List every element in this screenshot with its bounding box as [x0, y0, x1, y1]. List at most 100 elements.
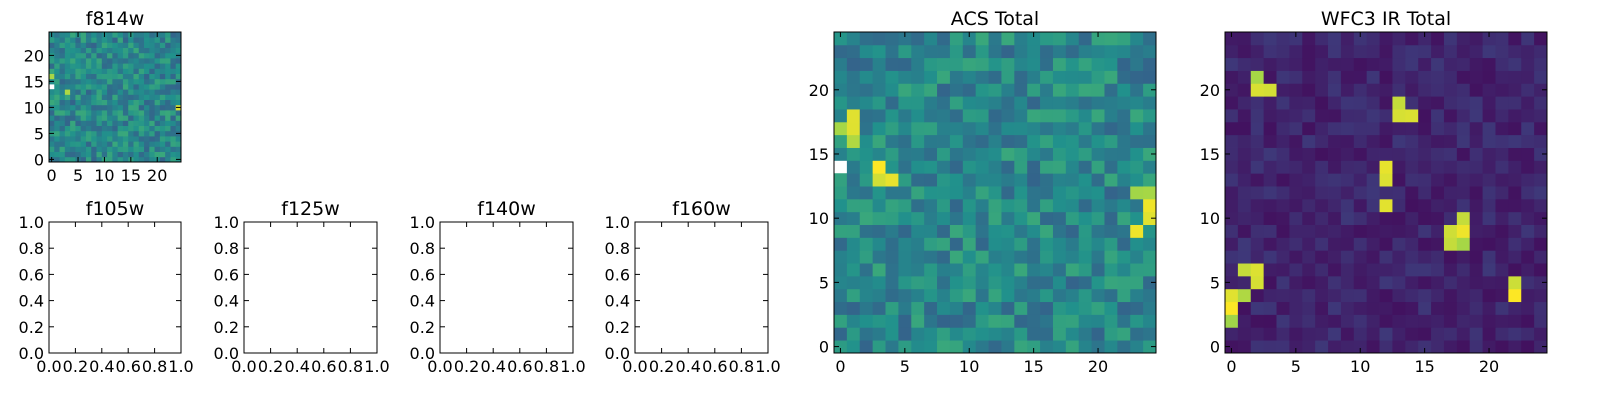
heatmap-cell: [834, 173, 848, 187]
heatmap-cell: [170, 52, 177, 59]
heatmap-cell: [872, 237, 886, 251]
heatmap-cell: [1117, 147, 1131, 161]
heatmap-cell: [144, 47, 150, 54]
heatmap-cell: [1302, 57, 1316, 71]
heatmap-cell: [1065, 160, 1080, 174]
heatmap-cell: [85, 42, 92, 48]
heatmap-cell: [1456, 288, 1471, 303]
heatmap-cell: [133, 58, 140, 64]
heatmap-cell: [1340, 327, 1355, 341]
heatmap-cell: [49, 58, 55, 64]
heatmap-cell: [911, 147, 925, 161]
heatmap-cell: [1143, 173, 1157, 187]
heatmap-cell: [133, 146, 140, 152]
heatmap-cell: [1302, 186, 1316, 200]
heatmap-cell: [1534, 288, 1548, 303]
heatmap-cell: [937, 224, 951, 238]
heatmap-cell: [1263, 275, 1277, 290]
x-tick-label: 0.2: [63, 357, 88, 376]
heatmap-cell: [898, 121, 912, 136]
x-tick-label: 1.0: [755, 357, 780, 376]
heatmap-cell: [133, 115, 140, 121]
y-tick-label: 15: [809, 145, 829, 164]
heatmap-cell: [834, 340, 848, 354]
heatmap-cell: [128, 110, 134, 116]
heatmap-cell: [1289, 44, 1303, 59]
heatmap-cell: [159, 37, 166, 43]
heatmap-cell: [159, 63, 166, 69]
heatmap-cell: [1315, 301, 1329, 315]
heatmap-cell: [1302, 327, 1316, 341]
heatmap-cell: [1104, 109, 1118, 123]
heatmap-cell: [1052, 288, 1067, 303]
heatmap-cell: [112, 115, 119, 121]
heatmap-cell: [1392, 83, 1406, 97]
heatmap-cell: [846, 121, 861, 136]
heatmap-cell: [1508, 121, 1522, 136]
heatmap-cell: [1263, 147, 1277, 161]
heatmap-cell: [1418, 211, 1432, 225]
heatmap-cell: [1143, 224, 1157, 238]
heatmap-cell: [128, 141, 134, 147]
heatmap-cell: [80, 99, 87, 106]
heatmap-cell: [834, 198, 848, 213]
heatmap-cell: [1143, 44, 1157, 59]
heatmap-cell: [1130, 57, 1144, 71]
y-tick-label: 5: [819, 273, 829, 292]
heatmap-cell: [64, 52, 71, 59]
heatmap-cell: [1482, 314, 1496, 328]
heatmap-cell: [834, 224, 848, 238]
heatmap-cell: [1443, 173, 1458, 187]
heatmap-cell: [1431, 57, 1445, 71]
heatmap-cell: [1366, 314, 1380, 328]
heatmap-cell: [154, 110, 161, 116]
heatmap-cell: [101, 146, 108, 152]
heatmap-cell: [1014, 198, 1028, 213]
heatmap-cell: [898, 288, 912, 303]
heatmap-cell: [1276, 198, 1290, 213]
heatmap-cell: [1392, 275, 1406, 290]
heatmap-cell: [1534, 340, 1548, 354]
x-tick-label: 0.4: [284, 357, 309, 376]
heatmap-cell: [911, 211, 925, 225]
heatmap-cell: [117, 37, 124, 43]
heatmap-cell: [1001, 96, 1015, 110]
heatmap-cell: [1353, 237, 1368, 251]
heatmap-cell: [80, 146, 87, 152]
x-tick-label: 0.4: [480, 357, 505, 376]
heatmap-cell: [1078, 109, 1092, 123]
heatmap-cell: [1250, 70, 1265, 84]
heatmap-cell: [911, 70, 925, 84]
heatmap-cell: [911, 83, 925, 97]
heatmap-cell: [1431, 160, 1445, 174]
heatmap-cell: [1353, 288, 1368, 303]
heatmap-cell: [1482, 340, 1496, 354]
heatmap-cell: [1521, 147, 1535, 161]
heatmap-cell: [1534, 70, 1548, 84]
heatmap-cell: [1091, 211, 1105, 225]
heatmap-cell: [91, 104, 97, 111]
heatmap-cell: [138, 42, 145, 48]
heatmap-cell: [1027, 173, 1041, 187]
heatmap-cell: [1521, 288, 1535, 303]
heatmap-cell: [149, 125, 155, 132]
heatmap-cell: [988, 224, 1002, 238]
heatmap-cell: [949, 160, 964, 174]
heatmap-cell: [846, 83, 861, 97]
heatmap-cell: [64, 89, 71, 95]
heatmap-cell: [91, 32, 97, 38]
heatmap-cell: [1469, 288, 1483, 303]
heatmap-cell: [1040, 173, 1054, 187]
heatmap-cell: [1366, 186, 1380, 200]
heatmap-cell: [1456, 211, 1471, 225]
heatmap-cell: [846, 173, 861, 187]
heatmap-cell: [1456, 109, 1471, 123]
heatmap-cell: [1392, 57, 1406, 71]
heatmap-cell: [85, 130, 92, 137]
x-tick-label: 15: [1023, 357, 1043, 376]
heatmap-cell: [80, 68, 87, 74]
heatmap-cell: [117, 58, 124, 64]
heatmap-cell: [1225, 83, 1239, 97]
heatmap-cell: [1340, 32, 1355, 46]
y-tick-label: 10: [24, 98, 44, 117]
